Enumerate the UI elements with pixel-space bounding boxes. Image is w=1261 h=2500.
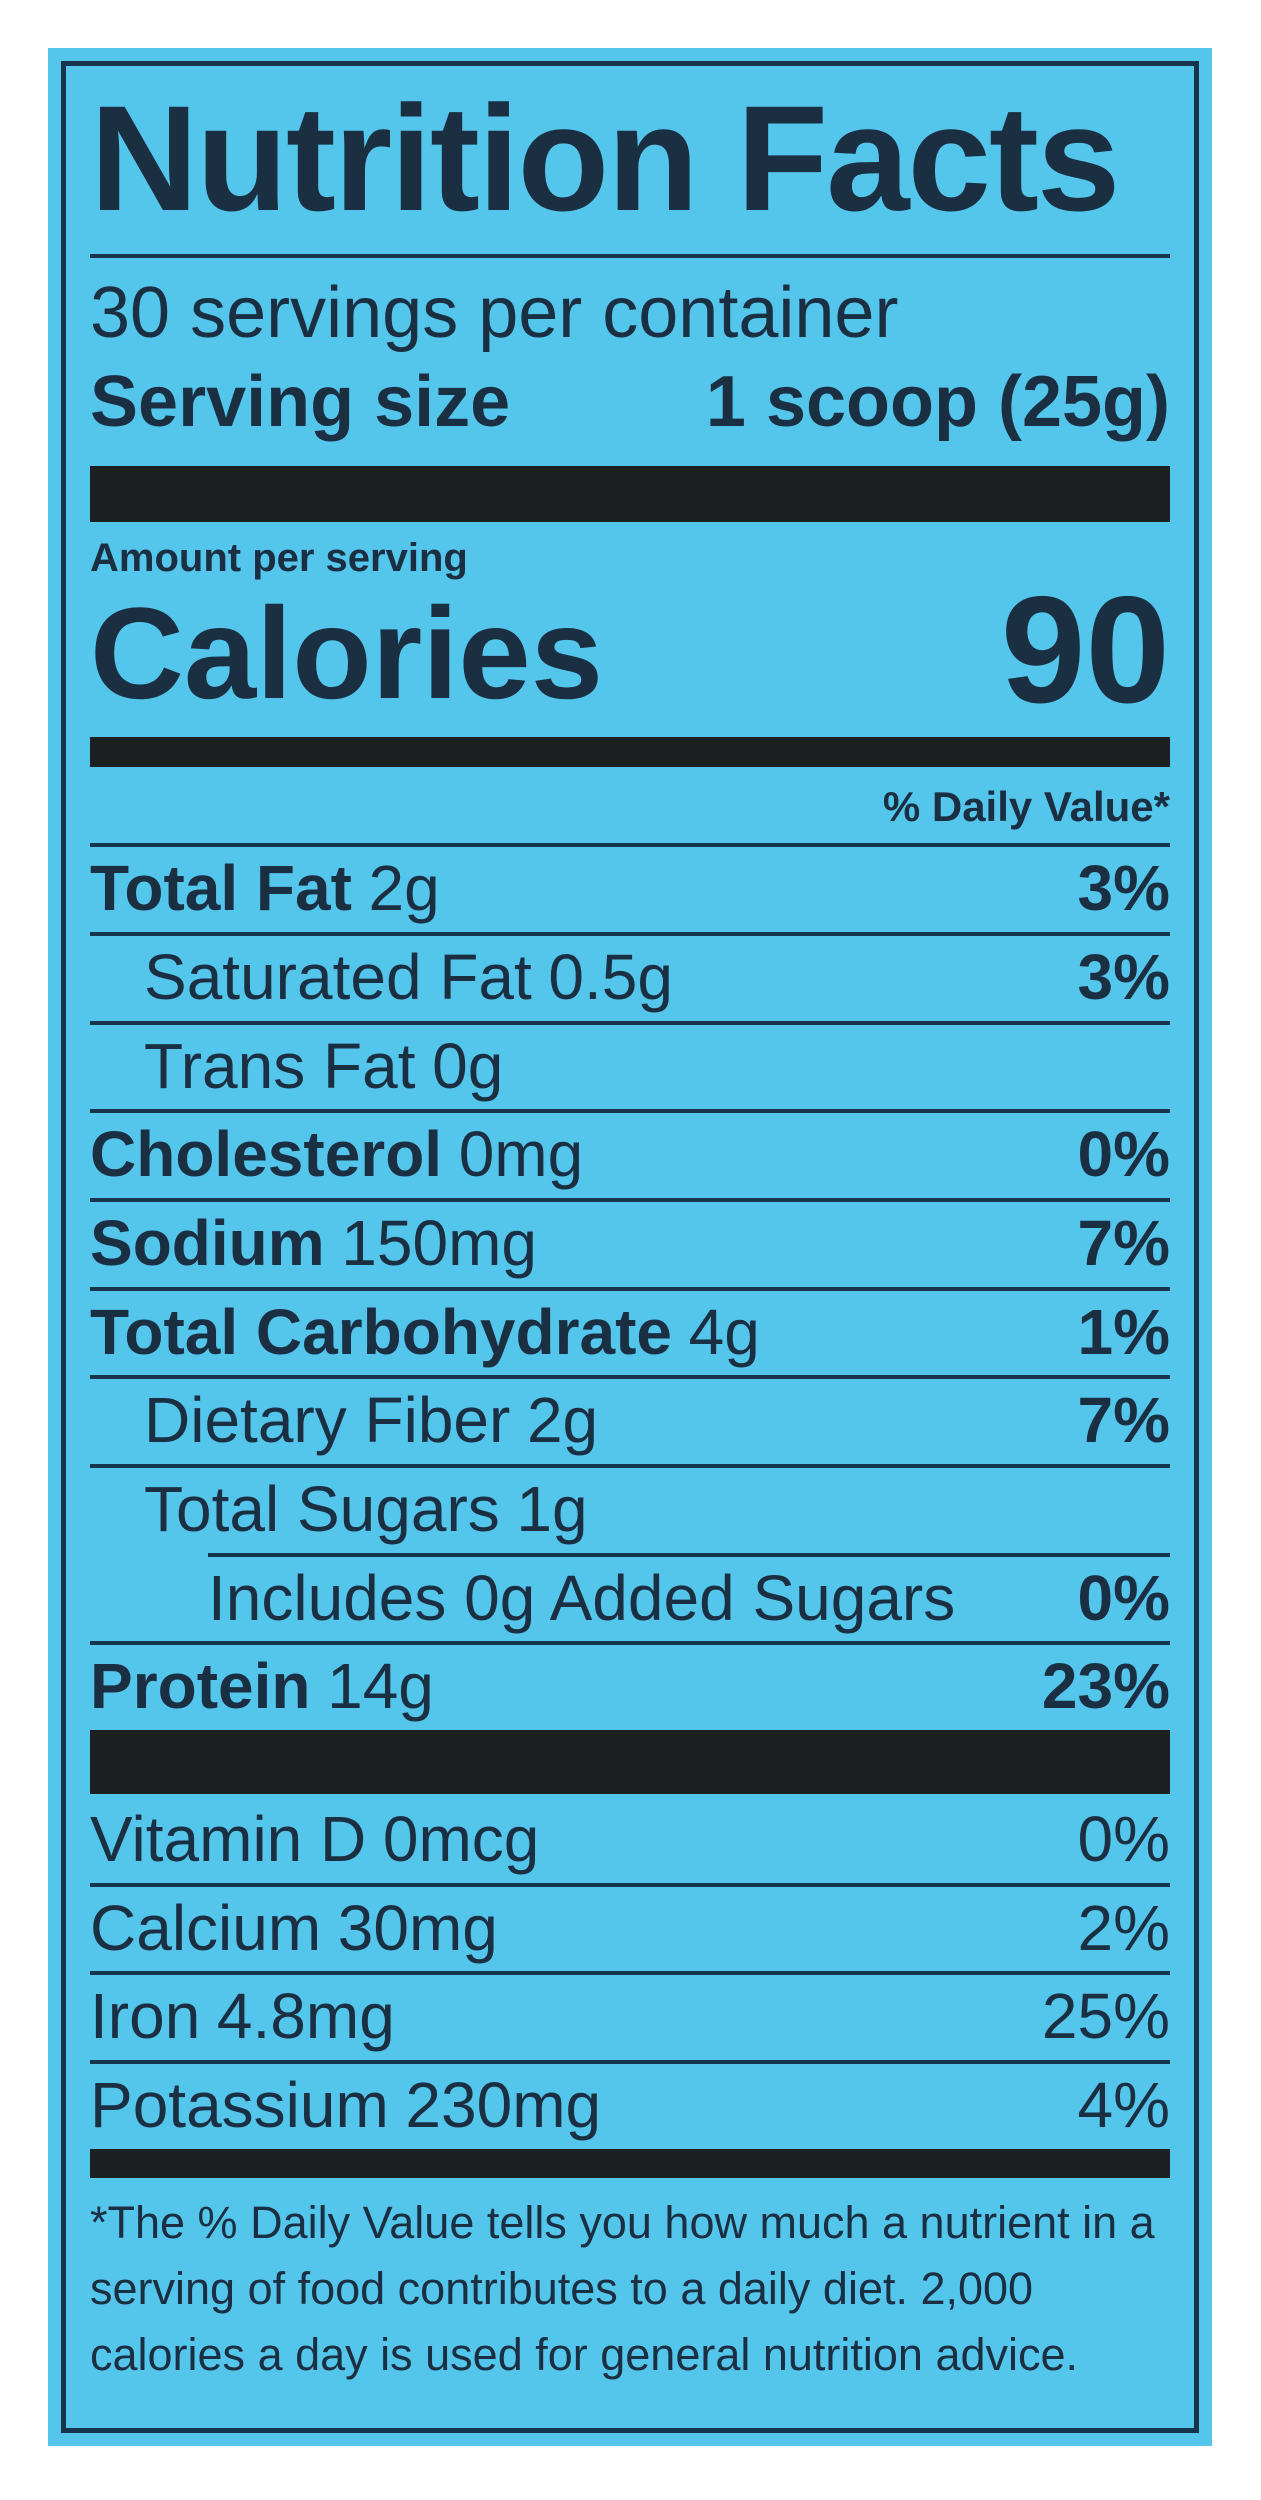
- servings-per-container: 30 servings per container: [90, 273, 899, 353]
- amount-per-serving-label: Amount per serving: [90, 536, 468, 581]
- nutrient-row: Iron 4.8mg 25%: [90, 1971, 1170, 2060]
- nutrient-daily-value: 0%: [1077, 1802, 1171, 1875]
- nutrient-daily-value: 23%: [1041, 1650, 1170, 1723]
- nutrient-name: Total Fat: [90, 852, 352, 925]
- nutrient-row: Sodium 150mg 7%: [90, 1197, 1171, 1287]
- nutrient-text: Total Carbohydrate 4g: [90, 1295, 760, 1369]
- nutrient-row: Total Sugars 1g: [90, 1463, 1170, 1553]
- daily-value-header: % Daily Value*: [882, 783, 1170, 831]
- nutrient-row: Includes 0g Added Sugars 0%: [90, 1552, 1171, 1642]
- nutrient-text: Sodium 150mg: [90, 1206, 537, 1280]
- nutrient-row: Trans Fat 0g: [90, 1020, 1170, 1110]
- nutrient-amount: 0mcg: [382, 1802, 540, 1875]
- nutrient-text: Vitamin D 0mcg: [90, 1802, 540, 1876]
- nutrient-row: Total Fat 2g 3%: [90, 843, 1170, 932]
- nutrient-daily-value: 7%: [1077, 1384, 1171, 1457]
- nutrient-name: Potassium: [90, 2068, 389, 2141]
- nutrient-name: Dietary Fiber: [144, 1384, 511, 1457]
- nutrition-facts-label: Nutrition Facts 30 servings per containe…: [48, 48, 1212, 2446]
- nutrient-name: Vitamin D: [90, 1802, 367, 1875]
- nutrient-name: Includes 0g Added Sugars: [208, 1561, 956, 1634]
- divider-bar-protein: [90, 1729, 1170, 1794]
- nutrient-daily-value: 2%: [1077, 1891, 1171, 1964]
- nutrient-daily-value: 25%: [1041, 1980, 1170, 2053]
- nutrient-row: Dietary Fiber 2g 7%: [90, 1375, 1170, 1464]
- serving-size-label: Serving size: [90, 362, 511, 443]
- nutrient-amount: 30mg: [337, 1891, 498, 1964]
- label-title: Nutrition Facts: [90, 68, 1170, 258]
- divider-bar-calories: [90, 737, 1170, 768]
- serving-size-value: 1 scoop (25g): [705, 362, 1170, 443]
- nutrient-row: Protein 14g 23%: [90, 1641, 1170, 1730]
- nutrient-text: Trans Fat 0g: [144, 1029, 504, 1103]
- nutrient-amount: 1g: [516, 1472, 588, 1545]
- nutrient-rows: Total Fat 2g 3% Saturated Fat 0.5g 3% Trans Fa…: [90, 843, 1170, 1730]
- nutrient-name: Total Sugars: [144, 1472, 500, 1545]
- nutrient-daily-value: 1%: [1077, 1295, 1171, 1368]
- serving-size-row: Serving size 1 scoop (25g): [90, 353, 1170, 466]
- calories-value: 90: [1000, 565, 1170, 736]
- nutrient-amount: 0.5g: [548, 940, 673, 1013]
- nutrient-row: Calcium 30mg 2%: [90, 1882, 1171, 1972]
- nutrient-amount: 150mg: [341, 1206, 537, 1279]
- nutrient-row: Vitamin D 0mcg 0%: [90, 1794, 1170, 1883]
- nutrient-amount: 2g: [368, 852, 440, 925]
- micronutrient-rows: Vitamin D 0mcg 0% Calcium 30mg 2% Iron 4.8mg 25%…: [90, 1794, 1170, 2149]
- nutrient-text: Total Fat 2g: [90, 852, 440, 925]
- nutrient-amount: 0g: [432, 1029, 504, 1102]
- nutrient-name: Sodium: [90, 1206, 325, 1279]
- nutrient-row: Total Carbohydrate 4g 1%: [90, 1286, 1171, 1376]
- nutrient-text: Total Sugars 1g: [144, 1472, 588, 1546]
- calories-row: Calories 90: [90, 565, 1170, 737]
- nutrient-amount: 4.8mg: [216, 1980, 395, 2053]
- nutrient-text: Protein 14g: [90, 1650, 434, 1723]
- nutrient-name: Cholesterol: [90, 1118, 443, 1191]
- nutrient-amount: 230mg: [405, 2068, 602, 2141]
- divider-bar-bottom: [90, 2148, 1170, 2178]
- nutrient-amount: 2g: [526, 1384, 599, 1457]
- nutrient-text: Potassium 230mg: [90, 2068, 602, 2142]
- nutrient-daily-value: 3%: [1077, 852, 1171, 925]
- nutrient-daily-value: 3%: [1077, 940, 1171, 1013]
- divider-bar-top: [90, 466, 1170, 523]
- nutrient-row: Cholesterol 0mg 0%: [90, 1109, 1170, 1198]
- footnote: *The % Daily Value tells you how much a …: [90, 2196, 1155, 2380]
- nutrient-daily-value: 4%: [1077, 2068, 1171, 2141]
- nutrient-text: Dietary Fiber 2g: [144, 1384, 599, 1457]
- nutrient-amount: 0mg: [458, 1118, 584, 1191]
- nutrient-text: Iron 4.8mg: [90, 1980, 395, 2053]
- nutrient-text: Includes 0g Added Sugars: [208, 1561, 972, 1635]
- nutrient-text: Saturated Fat 0.5g: [144, 940, 673, 1014]
- label-border-box: Nutrition Facts 30 servings per containe…: [61, 61, 1199, 2433]
- nutrient-name: Total Carbohydrate: [90, 1295, 672, 1368]
- nutrient-text: Calcium 30mg: [90, 1891, 498, 1965]
- nutrient-name: Iron: [90, 1980, 201, 2053]
- nutrient-text: Cholesterol 0mg: [90, 1118, 584, 1191]
- nutrient-daily-value: 7%: [1077, 1206, 1171, 1279]
- nutrient-row: Potassium 230mg 4%: [90, 2059, 1171, 2149]
- nutrient-row: Saturated Fat 0.5g 3%: [90, 931, 1171, 1021]
- calories-label: Calories: [90, 579, 604, 726]
- nutrient-daily-value: 0%: [1077, 1561, 1171, 1634]
- nutrient-amount: 4g: [688, 1295, 760, 1368]
- nutrient-name: Protein: [90, 1650, 311, 1723]
- nutrient-name: Trans Fat: [144, 1029, 416, 1102]
- nutrient-name: Saturated Fat: [144, 940, 532, 1013]
- nutrient-name: Calcium: [90, 1891, 322, 1964]
- nutrient-amount: 14g: [327, 1650, 434, 1723]
- nutrient-daily-value: 0%: [1077, 1118, 1171, 1191]
